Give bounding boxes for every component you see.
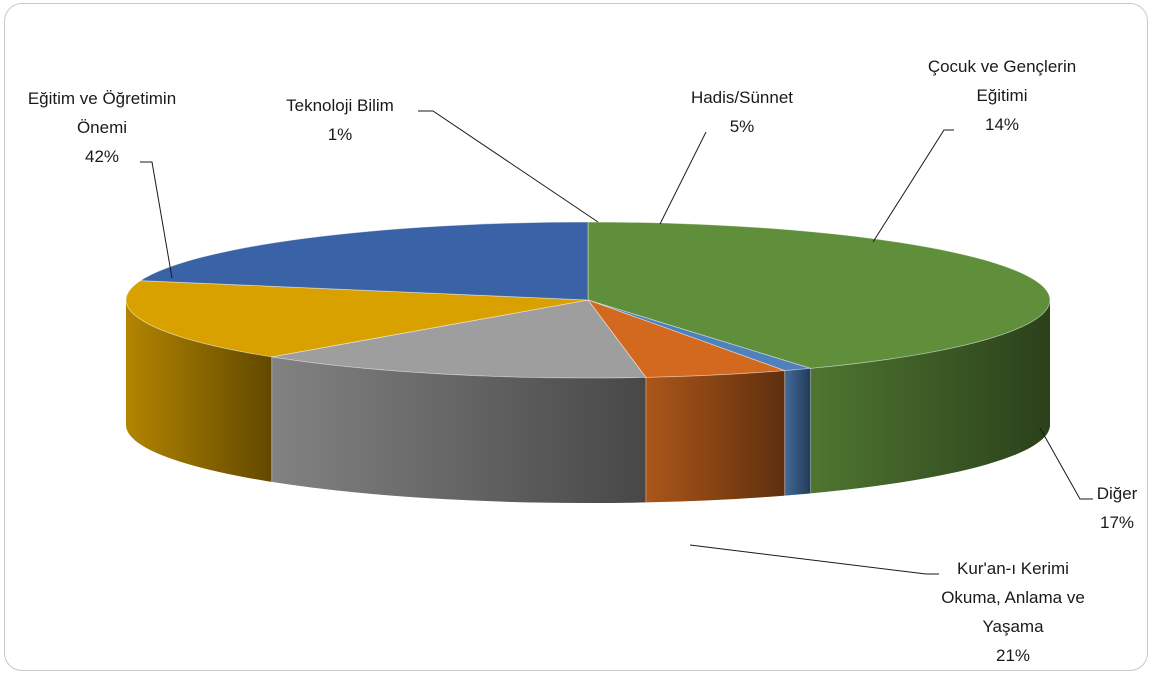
- slice-label-teknoloji-bilim: Teknoloji Bilim: [286, 96, 394, 115]
- slice-e-itim-ve-retimin-nemi: [587, 221, 1051, 369]
- slice-ocuk-ve-gen-lerin-e-itimi: [271, 299, 647, 379]
- slice-value-di-er: 17%: [1100, 513, 1134, 532]
- slice-value-teknoloji-bilim: 1%: [328, 125, 353, 144]
- slice-value-kur-an-kerimi-okuma-anlama-ve-ya-ama: 21%: [996, 646, 1030, 665]
- slice-label-e-itim-ve-retimin-nemi: Önemi: [77, 118, 127, 137]
- side-shade-di-er: [126, 300, 272, 482]
- slice-label-kur-an-kerimi-okuma-anlama-ve-ya-ama: Kur'an-ı Kerimi: [957, 559, 1069, 578]
- pie-sides: [126, 300, 1050, 503]
- leader-line-e-itim-ve-retimin-nemi: [140, 161, 173, 279]
- slice-label-e-itim-ve-retimin-nemi: Eğitim ve Öğretimin: [28, 89, 176, 108]
- slice-value-hadis-s-nnet: 5%: [730, 117, 755, 136]
- slice-label-hadis-s-nnet: Hadis/Sünnet: [691, 88, 793, 107]
- leader-line-teknoloji-bilim: [418, 110, 599, 223]
- slice-hadis-s-nnet: [586, 299, 785, 378]
- slice-label-kur-an-kerimi-okuma-anlama-ve-ya-ama: Okuma, Anlama ve: [941, 588, 1085, 607]
- slice-di-er: [125, 280, 589, 358]
- leader-line-ocuk-ve-gen-lerin-e-itimi: [872, 129, 954, 243]
- leader-line-di-er: [1039, 427, 1093, 500]
- side-shade-teknoloji-bilim: [784, 368, 811, 496]
- slice-labels: Eğitim ve Öğretimin Önemi 42% Teknoloji Bil…: [28, 57, 1138, 665]
- slice-label-di-er: Diğer: [1097, 484, 1138, 503]
- slice-label-ocuk-ve-gen-lerin-e-itimi: Çocuk ve Gençlerin: [928, 57, 1076, 76]
- side-shade-ocuk-ve-gen-lerin-e-itimi: [271, 356, 646, 503]
- pie-tops: [125, 221, 1051, 379]
- slice-label-ocuk-ve-gen-lerin-e-itimi: Eğitimi: [976, 86, 1027, 105]
- slice-kur-an-kerimi-okuma-anlama-ve-ya-ama: [139, 221, 589, 301]
- side-shade-e-itim-ve-retimin-nemi: [810, 300, 1050, 494]
- leader-line-hadis-s-nnet: [659, 131, 707, 225]
- slice-value-ocuk-ve-gen-lerin-e-itimi: 14%: [985, 115, 1019, 134]
- leader-line-kur-an-kerimi-okuma-anlama-ve-ya-ama: [689, 544, 939, 575]
- slice-label-kur-an-kerimi-okuma-anlama-ve-ya-ama: Yaşama: [982, 617, 1044, 636]
- slice-value-e-itim-ve-retimin-nemi: 42%: [85, 147, 119, 166]
- leader-lines: [140, 110, 1093, 575]
- side-shade-hadis-s-nnet: [645, 370, 785, 503]
